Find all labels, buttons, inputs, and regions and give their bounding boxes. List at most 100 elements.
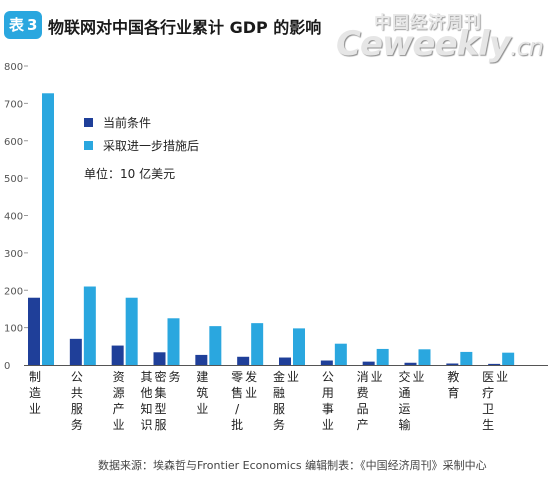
x-label-char: 运	[398, 402, 410, 416]
brand-chinese-name: 中国经济周刊	[374, 13, 482, 33]
x-label-char: 卫	[482, 402, 494, 416]
x-label-char: 发	[245, 369, 257, 384]
bar-current-1	[69, 338, 82, 365]
x-label-char: 务	[168, 369, 180, 384]
bar-measures-7	[334, 343, 347, 365]
x-label-char: 集	[154, 385, 166, 400]
x-category-label-9: 交通运输 业	[398, 369, 424, 432]
x-label-char: 密	[154, 369, 166, 384]
x-category-label-5: 零售 /批 发业	[231, 369, 257, 432]
x-category-label-6: 金融服务 业	[273, 369, 299, 432]
x-label-char: 融	[273, 386, 285, 400]
x-label-char: 他	[140, 386, 152, 400]
x-label-char: 公	[71, 370, 83, 384]
bar-current-11	[488, 363, 501, 365]
bar-current-9	[404, 362, 417, 365]
x-label-char: 医	[482, 370, 494, 384]
bar-measures-9	[418, 349, 431, 365]
bar-current-3	[153, 352, 166, 365]
x-label-char: 育	[447, 385, 459, 400]
y-tick-label: 400	[4, 212, 23, 223]
x-label-char: 批	[231, 417, 243, 432]
bar-measures-11	[502, 352, 515, 365]
brand-domain-suffix: .cn	[509, 33, 544, 61]
bar-current-10	[446, 363, 459, 365]
bar-measures-3	[167, 318, 180, 365]
bar-measures-1	[83, 286, 96, 365]
x-label-char: 教	[447, 369, 459, 384]
y-tick-label: 700	[4, 99, 23, 110]
bar-measures-0	[42, 93, 54, 365]
x-category-label-1: 公共服务	[71, 370, 83, 432]
unit-note: 单位：10 亿美元	[84, 166, 175, 181]
y-tick-label: 800	[4, 62, 23, 73]
y-tick-label: 200	[4, 286, 23, 297]
x-label-char: 业	[113, 418, 125, 432]
legend-label-current: 当前条件	[103, 115, 151, 130]
x-label-char: 制	[29, 370, 41, 384]
bar-measures-8	[376, 348, 389, 365]
y-tick-label: 0	[4, 361, 10, 372]
x-label-char: 产	[357, 418, 369, 432]
x-label-char: 事	[322, 402, 334, 416]
x-label-char: 造	[29, 386, 41, 400]
x-category-label-8: 消费品产 业	[357, 370, 383, 432]
x-label-char: 筑	[196, 385, 208, 400]
x-category-label-7: 公用事业	[322, 370, 334, 432]
x-label-char: 用	[322, 386, 334, 400]
y-tick-label: 500	[4, 174, 23, 185]
legend-swatch-measures	[84, 141, 93, 150]
bar-measures-2	[125, 297, 138, 365]
badge-prefix: 表	[4, 11, 28, 39]
chart-bars	[28, 93, 515, 365]
y-tick-label: 600	[4, 137, 23, 148]
bar-measures-10	[460, 351, 473, 365]
x-category-label-11: 医疗卫生 业	[482, 370, 508, 432]
x-label-char: 其	[140, 370, 152, 384]
bar-current-2	[111, 345, 124, 365]
x-label-char: 金	[273, 369, 285, 384]
x-category-label-3: 其他知识 密集型服 务	[140, 369, 180, 432]
x-label-char: 源	[113, 386, 125, 400]
x-label-char: 业	[322, 418, 334, 432]
y-tick-label: 100	[4, 324, 23, 335]
x-label-char: 服	[71, 402, 83, 416]
x-label-char: 业	[412, 370, 424, 384]
x-category-label-0: 制造业	[29, 370, 41, 416]
bar-current-4	[195, 354, 208, 365]
x-label-char: 业	[287, 370, 299, 384]
bar-measures-5	[251, 323, 264, 365]
x-label-char: 生	[482, 418, 494, 432]
x-label-char: 零	[231, 370, 243, 384]
x-label-char: 识	[140, 418, 152, 432]
x-label-char: 产	[113, 402, 125, 416]
x-label-char: 共	[71, 386, 83, 400]
x-label-char: 服	[273, 402, 285, 416]
y-tick-label: 300	[4, 249, 23, 260]
x-label-char: 售	[231, 385, 243, 400]
x-label-char: 费	[357, 386, 369, 400]
bar-measures-4	[209, 326, 222, 365]
brand-english-text: Ceweekly	[336, 24, 511, 64]
x-label-char: 业	[196, 402, 208, 416]
x-label-char: 业	[29, 402, 41, 416]
brand-watermark: 中国经济周刊 Ceweekly.cn	[336, 8, 546, 72]
x-label-char: 知	[140, 402, 152, 416]
bar-current-5	[237, 356, 250, 365]
bar-current-7	[320, 360, 333, 365]
x-label-char: 公	[322, 370, 334, 384]
x-label-char: 通	[398, 386, 410, 400]
legend-swatch-current	[84, 118, 93, 127]
x-category-label-10: 教育	[447, 369, 459, 400]
x-label-char: 服	[154, 418, 166, 432]
x-label-char: 务	[273, 417, 285, 432]
x-category-label-4: 建筑业	[196, 370, 208, 416]
chart-title: 物联网对中国各行业累计 GDP 的影响	[48, 18, 322, 37]
badge-number: 3	[27, 11, 43, 39]
bar-current-8	[362, 361, 375, 365]
x-label-char: 务	[71, 417, 83, 432]
brand-english-name: Ceweekly.cn	[336, 24, 544, 64]
source-note: 数据来源：埃森哲与Frontier Economics 编辑制表：《中国经济周刊…	[98, 459, 487, 472]
